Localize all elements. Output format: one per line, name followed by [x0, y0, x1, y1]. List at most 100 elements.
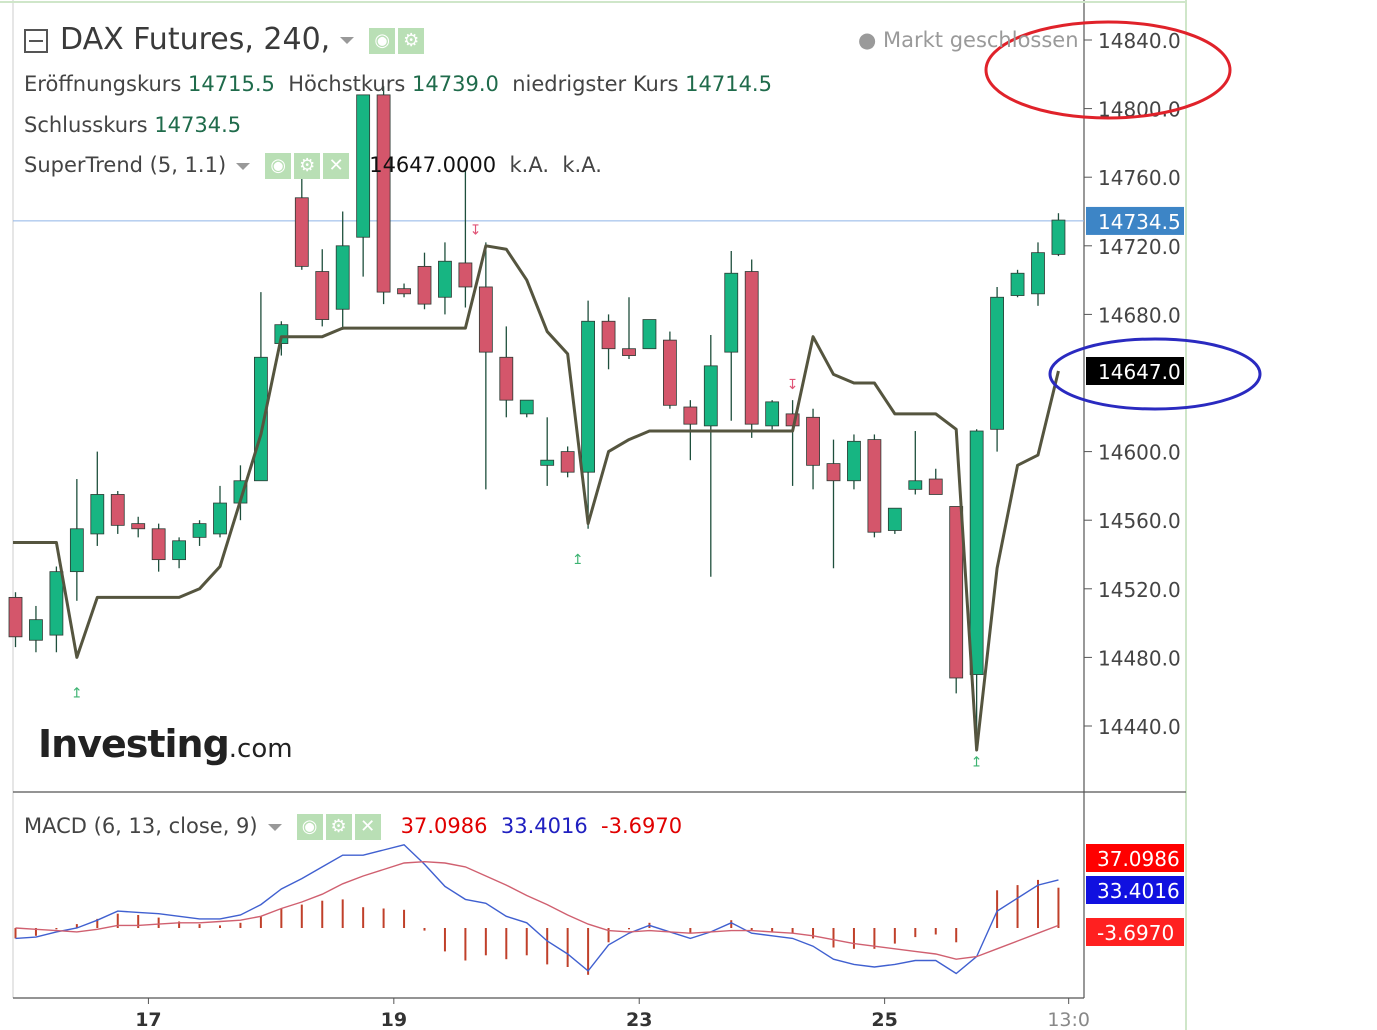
candle-body: [172, 540, 187, 561]
candle-body: [928, 478, 943, 495]
x-tick-label: 23: [626, 1009, 652, 1030]
candle-body: [29, 619, 43, 641]
candle: [1031, 242, 1045, 306]
candle: [90, 451, 105, 546]
gear-icon[interactable]: ⚙: [294, 153, 321, 179]
gear-icon[interactable]: ⚙: [325, 814, 352, 840]
candle: [519, 399, 534, 418]
candle-body: [622, 348, 636, 356]
y-tick-label: 14720.0: [1098, 235, 1181, 259]
x-tick-label: 19: [381, 1009, 407, 1030]
close-icon[interactable]: ✕: [354, 814, 381, 840]
macd-value: 37.0986: [400, 814, 488, 838]
candle-body: [990, 296, 1004, 430]
last-price-tag: 14734.5: [1098, 210, 1181, 234]
y-tick-label: 14680.0: [1098, 303, 1181, 327]
y-tick-label: 14760.0: [1098, 166, 1181, 190]
candle: [581, 300, 595, 529]
signal-value: 33.4016: [500, 814, 588, 838]
collapse-icon[interactable]: [24, 28, 48, 53]
candle: [69, 479, 84, 601]
candle: [213, 485, 227, 538]
low-value: 14714.5: [685, 72, 772, 96]
blue-annotation-circle: [1048, 337, 1262, 411]
candle: [335, 211, 350, 330]
indicator-na-2: k.A.: [562, 153, 602, 177]
close-label: Schlusskurs: [24, 113, 148, 137]
candle: [8, 592, 23, 648]
candle: [1010, 269, 1025, 298]
close-value: 14734.5: [154, 113, 242, 137]
histogram-tag: -3.6970: [1097, 921, 1174, 945]
candle: [540, 417, 555, 486]
chevron-down-icon[interactable]: [340, 37, 355, 44]
candle-body: [356, 94, 371, 238]
candle: [1051, 213, 1066, 257]
supertrend-tag-bg: [1086, 356, 1184, 385]
indicator-na-1: k.A.: [509, 153, 550, 177]
candle-body: [519, 399, 534, 415]
candle: [131, 516, 146, 538]
candle-body: [417, 265, 432, 305]
candle: [315, 249, 330, 327]
candle-body: [397, 288, 411, 295]
candle-body: [335, 245, 350, 310]
candle-body: [867, 439, 882, 533]
y-tick-label: 14480.0: [1098, 646, 1181, 670]
candle: [110, 491, 125, 534]
candle: [397, 283, 411, 298]
chevron-down-icon[interactable]: [236, 162, 251, 170]
histogram-value: -3.6970: [601, 814, 683, 838]
eye-icon[interactable]: ◉: [296, 814, 323, 840]
sell-signal-icon: ↧: [470, 223, 482, 239]
status-dot-icon: ●: [858, 28, 883, 52]
close-icon[interactable]: ✕: [323, 153, 350, 179]
candle-body: [601, 320, 616, 350]
candle-body: [744, 271, 759, 425]
candle-body: [887, 507, 902, 531]
eye-icon[interactable]: ◉: [265, 153, 292, 179]
candle: [867, 434, 882, 538]
y-tick-label: 14560.0: [1098, 509, 1181, 533]
chevron-down-icon[interactable]: [267, 823, 282, 831]
candle: [29, 605, 43, 653]
macd-label[interactable]: MACD (6, 13, close, 9): [24, 814, 258, 838]
investing-logo: Investing.com: [38, 722, 293, 766]
candle-body: [663, 339, 677, 406]
macd-header: MACD (6, 13, close, 9) ◉ ⚙ ✕ 37.0986 33.401…: [24, 814, 682, 840]
open-label: Eröffnungskurs: [24, 72, 182, 96]
candle: [744, 259, 759, 438]
candle: [642, 319, 657, 350]
candle: [949, 506, 964, 694]
high-label: Höchstkurs: [288, 72, 406, 96]
eye-icon[interactable]: ◉: [369, 27, 396, 54]
supertrend-line: [13, 244, 1060, 752]
y-tick-label: 14840.0: [1098, 29, 1181, 53]
candle-body: [1051, 219, 1066, 255]
red-annotation-circle: [984, 20, 1232, 120]
candle: [806, 408, 820, 490]
candle-body: [110, 494, 125, 526]
histogram-tag-bg: [1086, 918, 1184, 946]
candle-body: [69, 528, 84, 573]
candle-body: [151, 528, 166, 561]
indicator-label[interactable]: SuperTrend (5, 1.1): [24, 153, 227, 177]
candle-body: [438, 260, 452, 298]
candle: [151, 523, 166, 572]
candle: [724, 250, 739, 421]
macd-line: [15, 844, 1059, 975]
buy-signal-icon: ↥: [71, 686, 83, 702]
candle: [458, 168, 473, 308]
candle: [49, 566, 64, 653]
buy-signal-icon: ↥: [572, 552, 584, 568]
candle: [417, 252, 432, 310]
gear-icon[interactable]: ⚙: [398, 27, 425, 54]
high-value: 14739.0: [412, 72, 499, 96]
candle-body: [826, 463, 841, 482]
candle-body: [765, 401, 780, 427]
candle: [826, 439, 841, 569]
macd-tag: 37.0986: [1097, 847, 1180, 871]
symbol-label[interactable]: DAX Futures, 240,: [60, 22, 331, 57]
candle-body: [642, 319, 657, 350]
